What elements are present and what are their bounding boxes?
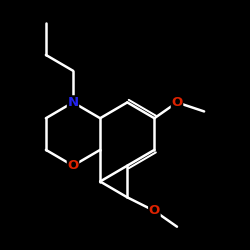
Text: O: O bbox=[171, 96, 182, 109]
Text: O: O bbox=[68, 159, 79, 172]
Text: N: N bbox=[68, 96, 78, 109]
Text: O: O bbox=[149, 204, 160, 218]
